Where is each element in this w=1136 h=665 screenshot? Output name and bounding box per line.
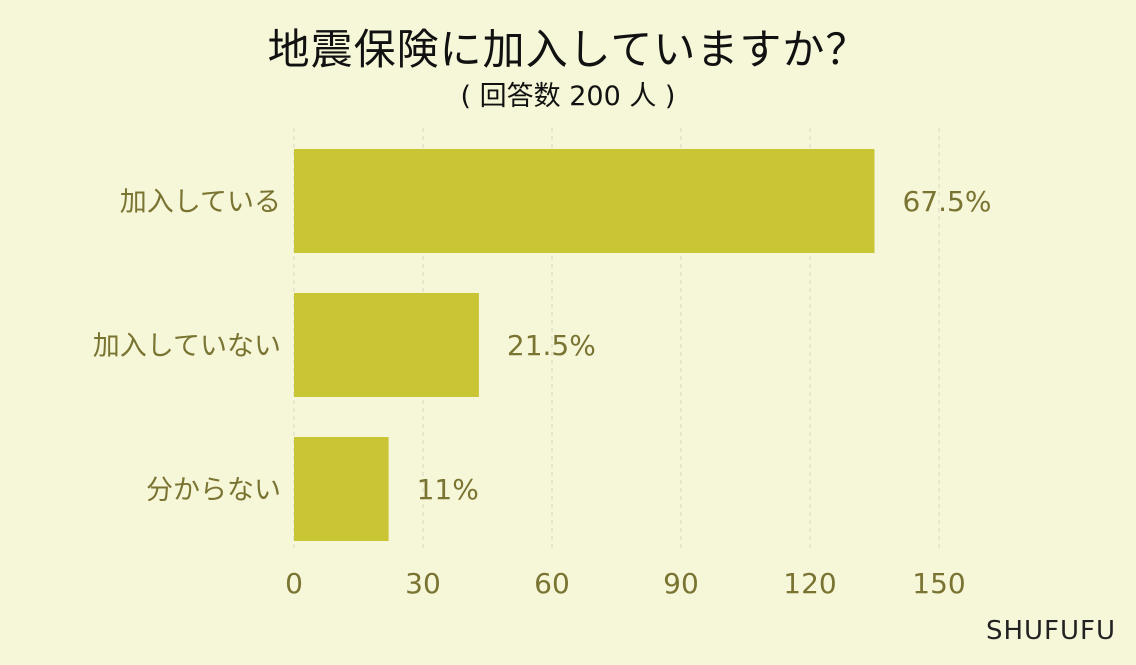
x-tick-label: 120	[783, 567, 836, 600]
bar	[294, 293, 479, 397]
x-tick-label: 30	[405, 567, 441, 600]
category-label: 分からない	[146, 475, 281, 506]
bar	[294, 437, 389, 541]
x-tick-label: 0	[285, 567, 303, 600]
chart-subtitle: ( 回答数 200 人 )	[460, 81, 676, 112]
brand-logo-text: SHUFUFU	[985, 616, 1116, 646]
data-label: 67.5%	[903, 185, 992, 218]
x-tick-label: 90	[663, 567, 699, 600]
data-label: 11%	[417, 473, 479, 506]
data-label: 21.5%	[507, 329, 596, 362]
bar	[294, 149, 875, 253]
x-tick-label: 60	[534, 567, 570, 600]
chart-title: 地震保険に加入していますか？	[267, 25, 869, 74]
category-label: 加入していない	[93, 331, 281, 362]
x-tick-label: 150	[912, 567, 965, 600]
category-label: 加入している	[120, 187, 281, 218]
